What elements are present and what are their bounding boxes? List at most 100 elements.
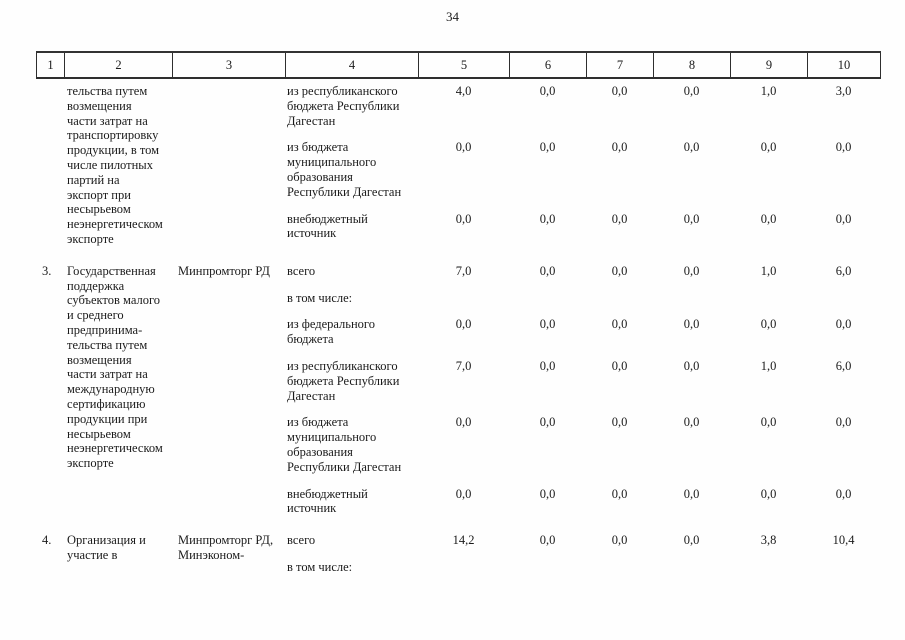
budget-source-label: в том числе: <box>287 290 353 305</box>
value-cell: 0,0 <box>683 140 700 155</box>
budget-row: из федерального бюджета 0,0 0,0 0,0 0,0 0,0 0,… <box>285 317 880 347</box>
budget-row: всего 14,2 0,0 0,0 0,0 3,8 10,4 <box>285 533 880 548</box>
budget-source-label: из федерального бюджета <box>287 317 375 347</box>
table-header-row: 1 2 3 4 5 6 7 8 9 10 <box>36 51 881 79</box>
value-cell: 0,0 <box>611 317 628 332</box>
table-row: тельства путем возмещения части затрат н… <box>36 84 880 247</box>
header-col-2: 2 <box>65 53 173 77</box>
value-cell: 0,0 <box>835 317 852 332</box>
budget-row: всего 7,0 0,0 0,0 0,0 1,0 6,0 <box>285 264 880 279</box>
row-number-cell: 3. <box>42 263 52 278</box>
table-body: тельства путем возмещения части затрат н… <box>36 84 880 592</box>
value-cell: 1,0 <box>760 358 777 373</box>
budget-breakdown: всего 14,2 0,0 0,0 0,0 3,8 10,4 в том числе: <box>285 533 880 575</box>
header-col-1: 1 <box>37 53 65 77</box>
budget-source-label: всего <box>287 533 316 548</box>
value-cell: 4,0 <box>455 84 472 98</box>
budget-source-label: из бюджета муниципального образования Ре… <box>287 415 402 474</box>
value-cell: 0,0 <box>760 317 777 332</box>
value-cell: 0,0 <box>539 533 556 548</box>
budget-source-label: внебюджетный источник <box>287 486 368 516</box>
program-name-cell: тельства путем возмещения части затрат н… <box>67 84 163 246</box>
header-col-4: 4 <box>286 53 419 77</box>
value-cell: 0,0 <box>611 84 628 98</box>
header-col-5: 5 <box>419 53 510 77</box>
budget-row: внебюджетный источник 0,0 0,0 0,0 0,0 0,0 0,0 <box>285 212 880 242</box>
value-cell: 0,0 <box>760 486 777 501</box>
value-cell: 0,0 <box>611 415 628 430</box>
header-col-7: 7 <box>587 53 654 77</box>
value-cell: 0,0 <box>683 211 700 226</box>
value-cell: 6,0 <box>835 358 852 373</box>
value-cell: 14,2 <box>452 533 475 548</box>
header-col-10: 10 <box>808 53 881 77</box>
value-cell: 0,0 <box>455 211 472 226</box>
budget-row: в том числе: <box>285 291 880 306</box>
value-cell: 0,0 <box>455 415 472 430</box>
value-cell: 0,0 <box>611 533 628 548</box>
value-cell: 7,0 <box>455 263 472 278</box>
value-cell: 10,4 <box>832 533 855 548</box>
value-cell: 0,0 <box>760 140 777 155</box>
value-cell: 0,0 <box>611 263 628 278</box>
value-cell: 0,0 <box>539 84 556 98</box>
value-cell: 0,0 <box>683 358 700 373</box>
budget-breakdown: из республиканского бюджета Республики Д… <box>285 84 880 241</box>
budget-row: из бюджета муниципального образования Ре… <box>285 415 880 474</box>
header-col-9: 9 <box>731 53 808 77</box>
value-cell: 0,0 <box>539 263 556 278</box>
value-cell: 0,0 <box>455 317 472 332</box>
value-cell: 0,0 <box>539 211 556 226</box>
program-name-cell: Организация и участие в <box>67 533 146 562</box>
table-row: 4. Организация и участие в Минпромторг РД,… <box>36 533 880 575</box>
budget-source-label: из республиканского бюджета Республики Д… <box>287 84 400 128</box>
value-cell: 0,0 <box>539 486 556 501</box>
value-cell: 0,0 <box>835 211 852 226</box>
budget-source-label: в том числе: <box>287 559 353 574</box>
header-col-6: 6 <box>510 53 587 77</box>
value-cell: 0,0 <box>760 415 777 430</box>
executor-cell: Минпромторг РД, Минэконом- <box>178 533 274 562</box>
value-cell: 0,0 <box>611 211 628 226</box>
value-cell: 0,0 <box>455 486 472 501</box>
value-cell: 0,0 <box>539 358 556 373</box>
budget-source-label: из республиканского бюджета Республики Д… <box>287 358 400 403</box>
value-cell: 0,0 <box>683 486 700 501</box>
header-col-3: 3 <box>173 53 286 77</box>
value-cell: 7,0 <box>455 358 472 373</box>
value-cell: 0,0 <box>539 415 556 430</box>
value-cell: 0,0 <box>539 140 556 155</box>
value-cell: 0,0 <box>611 358 628 373</box>
budget-row: в том числе: <box>285 560 880 575</box>
budget-row: из республиканского бюджета Республики Д… <box>285 84 880 128</box>
header-col-8: 8 <box>654 53 731 77</box>
budget-row: из бюджета муниципального образования Ре… <box>285 140 880 199</box>
budget-row: из республиканского бюджета Республики Д… <box>285 359 880 403</box>
value-cell: 0,0 <box>683 317 700 332</box>
value-cell: 0,0 <box>683 84 700 98</box>
value-cell: 3,0 <box>835 84 852 98</box>
page-number: 34 <box>446 9 459 24</box>
budget-breakdown: всего 7,0 0,0 0,0 0,0 1,0 6,0 в том числе: из фе… <box>285 264 880 516</box>
value-cell: 0,0 <box>683 415 700 430</box>
budget-row: внебюджетный источник 0,0 0,0 0,0 0,0 0,0 0,0 <box>285 487 880 517</box>
row-number-cell: 4. <box>42 533 52 548</box>
value-cell: 0,0 <box>611 486 628 501</box>
budget-source-label: всего <box>287 263 316 278</box>
executor-cell: Минпромторг РД <box>178 263 270 278</box>
value-cell: 3,8 <box>760 533 777 548</box>
value-cell: 0,0 <box>760 211 777 226</box>
table-row: 3. Государственная поддержка субъектов ма… <box>36 264 880 516</box>
budget-source-label: внебюджетный источник <box>287 211 368 241</box>
value-cell: 6,0 <box>835 263 852 278</box>
value-cell: 0,0 <box>683 263 700 278</box>
value-cell: 0,0 <box>835 140 852 155</box>
value-cell: 1,0 <box>760 263 777 278</box>
value-cell: 0,0 <box>835 486 852 501</box>
value-cell: 0,0 <box>539 317 556 332</box>
value-cell: 0,0 <box>455 140 472 155</box>
program-name-cell: Государственная поддержка субъектов мало… <box>67 263 163 471</box>
value-cell: 0,0 <box>835 415 852 430</box>
value-cell: 0,0 <box>683 533 700 548</box>
